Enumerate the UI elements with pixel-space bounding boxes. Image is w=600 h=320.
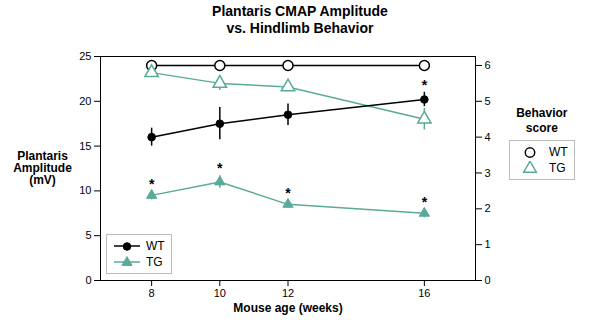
svg-text:1: 1 (485, 238, 491, 250)
svg-text:10: 10 (214, 287, 226, 299)
svg-text:8: 8 (149, 287, 155, 299)
svg-text:10: 10 (79, 184, 91, 196)
svg-text:2: 2 (485, 202, 491, 214)
svg-text:3: 3 (485, 167, 491, 179)
svg-text:5: 5 (85, 229, 91, 241)
html-text:TG: TG (146, 255, 163, 269)
svg-text:6: 6 (485, 59, 491, 71)
svg-text:15: 15 (79, 140, 91, 152)
svg-text:0: 0 (485, 274, 491, 286)
html-text:Plantaris CMAP Amplitude vs. H: Plantaris CMAP Amplitude vs. Hindlimb Be… (212, 3, 388, 36)
svg-text:*: * (422, 194, 428, 210)
svg-text:*: * (217, 160, 223, 176)
svg-text:Mouse age (weeks): Mouse age (weeks) (233, 301, 342, 315)
svg-text:5: 5 (485, 95, 491, 107)
svg-text:25: 25 (79, 50, 91, 62)
svg-text:20: 20 (79, 95, 91, 107)
html-text:WT: WT (549, 145, 568, 159)
html-text:WT: WT (146, 239, 165, 253)
svg-text:16: 16 (418, 287, 430, 299)
svg-text:*: * (422, 77, 428, 93)
svg-text:*: * (285, 185, 291, 201)
html-text:TG: TG (549, 161, 566, 175)
html-text:Behavior score: Behavior score (516, 106, 568, 135)
svg-text:*: * (149, 176, 155, 192)
svg-text:PlantarisAmplitude(mV): PlantarisAmplitude(mV) (13, 149, 72, 187)
svg-text:4: 4 (485, 131, 491, 143)
svg-text:0: 0 (85, 274, 91, 286)
svg-text:12: 12 (282, 287, 294, 299)
